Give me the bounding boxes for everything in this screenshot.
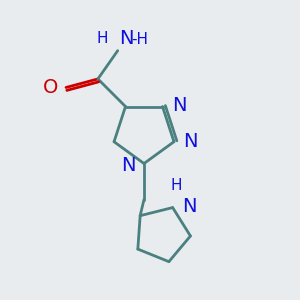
Text: N: N [121, 156, 136, 176]
Text: -H: -H [131, 32, 148, 47]
Text: N: N [182, 196, 196, 216]
Text: N: N [172, 95, 187, 115]
Text: H: H [170, 178, 182, 193]
Text: O: O [43, 78, 58, 97]
Text: N: N [119, 29, 134, 48]
Text: H: H [97, 31, 108, 46]
Text: N: N [184, 132, 198, 151]
